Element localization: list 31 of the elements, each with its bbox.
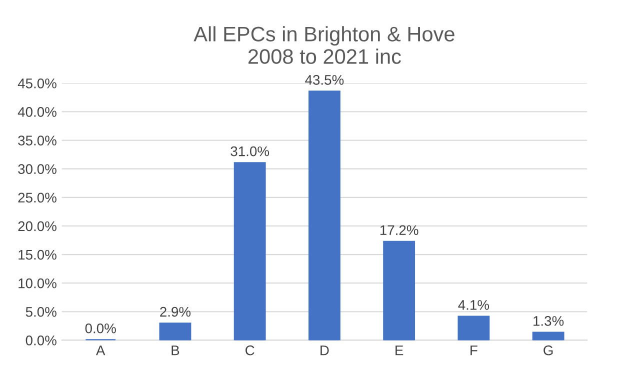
x-tick-label: C — [246, 345, 254, 356]
data-label: 0.0% — [85, 323, 116, 334]
y-tick-label: 40.0% — [18, 107, 56, 117]
y-tick-label: 10.0% — [18, 278, 56, 288]
bar — [383, 240, 416, 340]
y-tick-label: 15.0% — [18, 250, 56, 260]
data-label: 4.1% — [458, 300, 490, 310]
y-tick-label: 5.0% — [26, 306, 56, 317]
x-tick-label: D — [320, 346, 329, 356]
bar — [234, 162, 266, 340]
y-tick-label: 25.0% — [18, 192, 56, 203]
y-tick-label: 0.0% — [26, 336, 56, 346]
bar — [532, 332, 564, 340]
chart-title: All EPCs in Brighton & Hove 2008 to 2021 inc — [194, 26, 454, 64]
data-label: 43.5% — [305, 74, 344, 85]
x-tick-label: B — [172, 346, 180, 356]
data-label: 31.0% — [230, 146, 270, 156]
x-tick-label: F — [470, 346, 478, 356]
y-tick-label: 20.0% — [18, 221, 56, 232]
data-label: 2.9% — [160, 306, 191, 317]
data-label: 1.3% — [534, 316, 564, 326]
bar — [458, 316, 490, 340]
x-tick-label: G — [544, 345, 553, 356]
bar — [308, 90, 340, 340]
x-tick-label: E — [396, 346, 404, 356]
y-tick-label: 35.0% — [18, 136, 56, 146]
x-tick-label: A — [96, 346, 106, 356]
y-tick-label: 30.0% — [18, 164, 56, 174]
bar — [159, 322, 192, 340]
data-label: 17.2% — [380, 225, 418, 235]
y-tick-label: 45.0% — [18, 78, 56, 88]
